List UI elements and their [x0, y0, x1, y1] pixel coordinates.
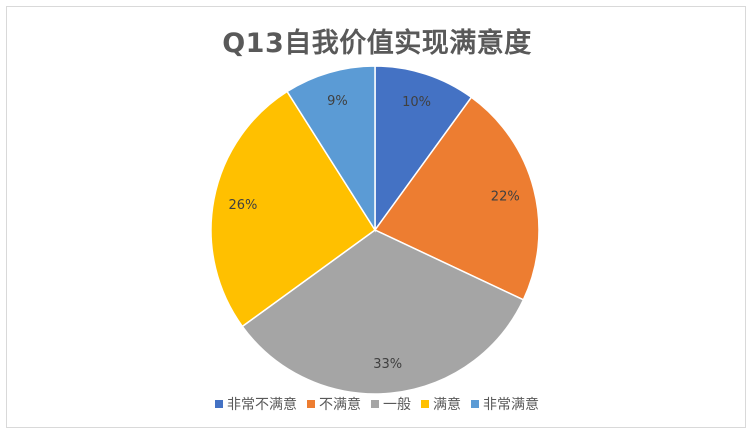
legend-swatch [471, 400, 479, 408]
pie-chart: 10% 22% 33% 26% 9% [210, 65, 540, 395]
legend-swatch [421, 400, 429, 408]
legend-item-5: 非常满意 [471, 394, 539, 414]
pie-slice-5 [286, 65, 376, 233]
legend-label: 一般 [383, 397, 411, 413]
legend-swatch [371, 400, 379, 408]
legend-item-4: 满意 [421, 394, 461, 414]
pie-slice-4 [210, 90, 377, 328]
slice-label-1: 10% [402, 95, 431, 110]
slice-label-3: 33% [373, 357, 402, 372]
slice-label-5: 9% [327, 94, 348, 109]
legend-swatch [307, 400, 315, 408]
slice-label-4: 26% [228, 198, 257, 213]
legend-label: 满意 [433, 397, 461, 413]
chart-title: Q13自我价值实现满意度 [222, 28, 532, 59]
legend-label: 非常满意 [483, 397, 539, 413]
legend-label: 非常不满意 [227, 397, 297, 413]
pie-slice-3 [241, 229, 525, 395]
chart-legend: 非常不满意 不满意 一般 满意 非常满意 [7, 394, 747, 414]
legend-label: 不满意 [319, 397, 361, 413]
legend-item-3: 一般 [371, 394, 411, 414]
legend-item-2: 不满意 [307, 394, 361, 414]
legend-item-1: 非常不满意 [215, 394, 297, 414]
legend-swatch [215, 400, 223, 408]
slice-label-2: 22% [491, 190, 520, 205]
chart-frame: Q13自我价值实现满意度 10% 22% 33% 26% 9% 非常不满意 不满意 一般 满意… [6, 6, 746, 428]
pie-slice-1 [374, 65, 473, 233]
